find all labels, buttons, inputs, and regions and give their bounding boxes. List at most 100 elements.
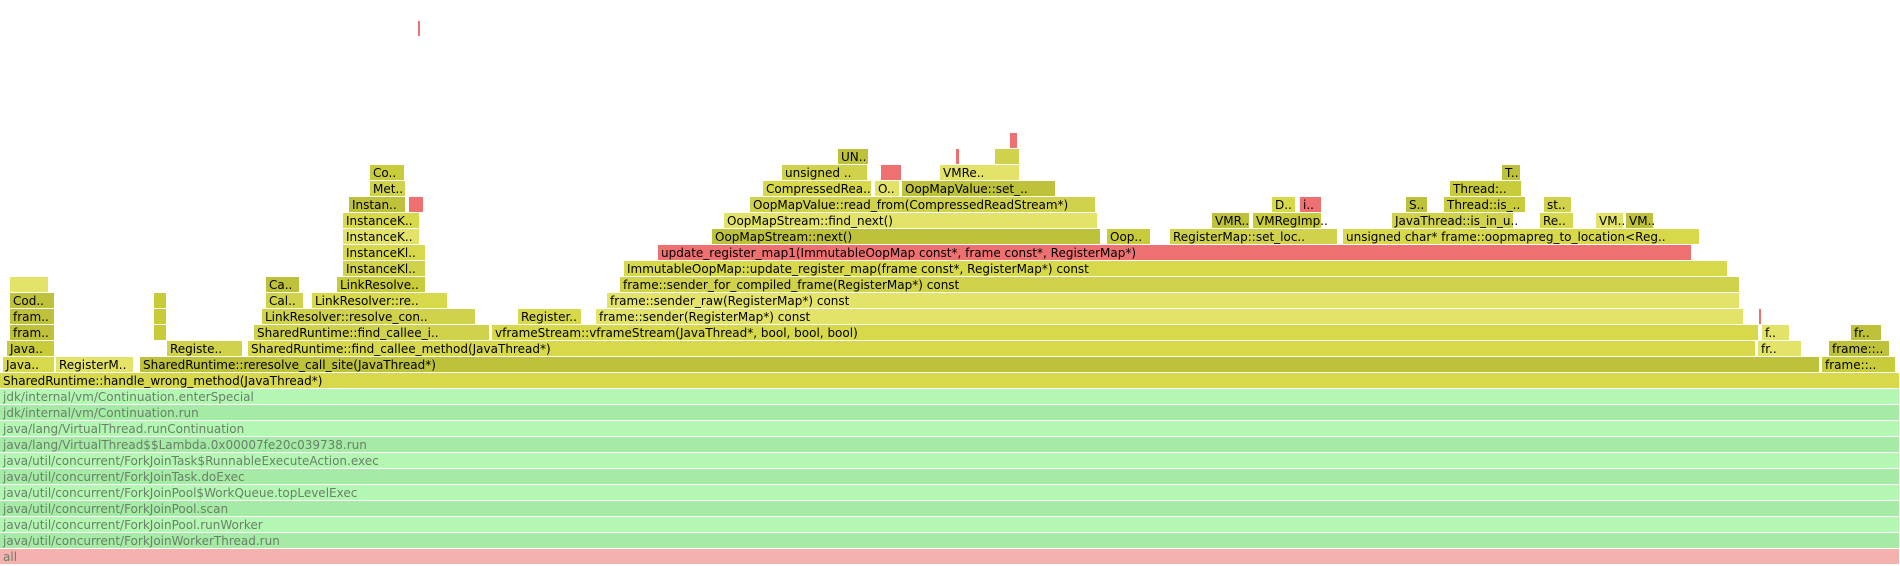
frame-bar[interactable] <box>518 309 581 324</box>
flame-frame-vmregimp[interactable]: VMRegImp.. <box>1253 213 1328 228</box>
frame-bar[interactable] <box>10 309 54 324</box>
flame-frame-java-util-concurrent-forkjointask-runnableexecut[interactable]: java/util/concurrent/ForkJoinTask$Runnab… <box>0 453 1899 468</box>
frame-bar[interactable] <box>1444 197 1525 212</box>
flame-frame-frame[interactable] <box>409 197 423 212</box>
flame-frame-d[interactable]: D.. <box>1272 197 1295 212</box>
frame-bar[interactable] <box>167 341 242 356</box>
flame-frame-java-lang-virtualthread-runcontinuation[interactable]: java/lang/VirtualThread.runContinuation <box>0 421 1899 436</box>
flame-frame-oopmapstream-next[interactable]: OopMapStream::next() <box>712 229 1100 244</box>
frame-bar[interactable] <box>349 197 405 212</box>
flame-frame-o[interactable]: O.. <box>875 181 899 196</box>
flame-frame-jdk-internal-vm-continuation-enterspecial[interactable]: jdk/internal/vm/Continuation.enterSpecia… <box>0 389 1899 404</box>
flame-frame-update-register-map1-immutableoopmap-const-frame[interactable]: update_register_map1(ImmutableOopMap con… <box>658 245 1691 260</box>
frame-bar[interactable] <box>56 357 133 372</box>
flame-frame-registe[interactable]: Registe.. <box>167 341 242 356</box>
frame-bar[interactable] <box>940 165 1019 180</box>
flame-frame-instancek[interactable]: InstanceK.. <box>343 229 419 244</box>
flame-frame-co[interactable]: Co.. <box>370 165 404 180</box>
frame-bar[interactable] <box>1759 309 1761 324</box>
flame-frame-frame[interactable] <box>1010 133 1017 148</box>
frame-bar[interactable] <box>266 293 303 308</box>
frame-bar[interactable] <box>7 341 54 356</box>
frame-bar[interactable] <box>750 197 1095 212</box>
frame-bar[interactable] <box>492 325 1758 340</box>
flame-frame-vm[interactable]: VM.. <box>1626 213 1655 228</box>
flame-frame-unsigned-char-frame-oopmapreg-to-location-reg[interactable]: unsigned char* frame::oopmapreg_to_locat… <box>1343 229 1699 244</box>
flame-frame-unsigned[interactable]: unsigned .. <box>782 165 867 180</box>
frame-bar[interactable] <box>658 245 1691 260</box>
frame-bar[interactable] <box>956 149 959 164</box>
frame-bar[interactable] <box>902 181 1055 196</box>
flame-frame-frame-sender-for-compiled-frame-registermap-cons[interactable]: frame::sender_for_compiled_frame(Registe… <box>620 277 1739 292</box>
flame-frame-instan[interactable]: Instan.. <box>349 197 405 212</box>
frame-bar[interactable] <box>1343 229 1699 244</box>
flame-frame-thread[interactable]: Thread:.. <box>1450 181 1521 196</box>
frame-bar[interactable] <box>875 181 899 196</box>
frame-bar[interactable] <box>154 325 166 340</box>
flame-frame-frame[interactable] <box>995 149 1019 164</box>
flame-frame-sharedruntime-handle-wrong-method-javathread[interactable]: SharedRuntime::handle_wrong_method(JavaT… <box>0 373 1899 388</box>
flame-frame-linkresolver-re[interactable]: LinkResolver::re.. <box>312 293 447 308</box>
frame-bar[interactable] <box>881 165 901 180</box>
flame-frame-fr[interactable]: fr.. <box>1758 341 1801 356</box>
frame-bar[interactable] <box>724 213 1097 228</box>
frame-bar[interactable] <box>312 293 447 308</box>
frame-bar[interactable] <box>418 21 420 36</box>
frame-bar[interactable] <box>154 293 166 308</box>
frame-bar[interactable] <box>0 549 1899 564</box>
flame-frame-re[interactable]: Re.. <box>1540 213 1573 228</box>
frame-bar[interactable] <box>0 485 1899 500</box>
frame-bar[interactable] <box>370 165 404 180</box>
frame-bar[interactable] <box>1829 341 1889 356</box>
frame-bar[interactable] <box>0 437 1899 452</box>
frame-bar[interactable] <box>1272 197 1295 212</box>
frame-bar[interactable] <box>254 325 489 340</box>
flame-frame-java-util-concurrent-forkjoinpool-scan[interactable]: java/util/concurrent/ForkJoinPool.scan <box>0 501 1899 516</box>
flame-frame-frame[interactable] <box>154 293 166 308</box>
flame-frame-met[interactable]: Met.. <box>370 181 405 196</box>
flame-frame-t[interactable]: T.. <box>1502 165 1520 180</box>
flame-frame-java-util-concurrent-forkjoinpool-runworker[interactable]: java/util/concurrent/ForkJoinPool.runWor… <box>0 517 1899 532</box>
frame-bar[interactable] <box>3 357 54 372</box>
frame-bar[interactable] <box>10 277 48 292</box>
flame-frame-s[interactable]: S.. <box>1406 197 1427 212</box>
flame-frame-javathread-is-in-u[interactable]: JavaThread::is_in_u.. <box>1392 213 1518 228</box>
flame-frame-oopmapstream-find-next[interactable]: OopMapStream::find_next() <box>724 213 1097 228</box>
flame-frame-instancek[interactable]: InstanceK.. <box>343 213 419 228</box>
flame-frame-fram[interactable]: fram.. <box>10 309 54 324</box>
frame-bar[interactable] <box>10 325 54 340</box>
flame-frame-thread-is[interactable]: Thread::is_.. <box>1444 197 1525 212</box>
flame-frame-frame[interactable] <box>418 21 420 36</box>
flame-frame-ca[interactable]: Ca.. <box>266 277 299 292</box>
frame-bar[interactable] <box>1822 357 1895 372</box>
frame-bar[interactable] <box>266 277 299 292</box>
flame-frame-oopmapvalue-read-from-compressedreadstream[interactable]: OopMapValue::read_from(CompressedReadStr… <box>750 197 1095 212</box>
frame-bar[interactable] <box>1010 133 1017 148</box>
frame-bar[interactable] <box>140 357 1819 372</box>
frame-bar[interactable] <box>1758 341 1801 356</box>
frame-bar[interactable] <box>1253 213 1321 228</box>
frame-bar[interactable] <box>0 533 1899 548</box>
flame-frame-java-util-concurrent-forkjointask-doexec[interactable]: java/util/concurrent/ForkJoinTask.doExec <box>0 469 1899 484</box>
flame-frame-f[interactable]: f.. <box>1762 325 1789 340</box>
flame-frame-vmre[interactable]: VMRe.. <box>940 165 1019 180</box>
frame-bar[interactable] <box>0 421 1899 436</box>
frame-bar[interactable] <box>343 261 425 276</box>
frame-bar[interactable] <box>995 149 1019 164</box>
frame-bar[interactable] <box>0 517 1899 532</box>
frame-bar[interactable] <box>409 197 423 212</box>
flame-frame-sharedruntime-find-callee-method-javathread[interactable]: SharedRuntime::find_callee_method(JavaTh… <box>248 341 1755 356</box>
flame-frame-vframestream-vframestream-javathread-bool-bool-b[interactable]: vframeStream::vframeStream(JavaThread*, … <box>492 325 1758 340</box>
frame-bar[interactable] <box>838 149 868 164</box>
flame-frame-instancekl[interactable]: InstanceKl.. <box>343 245 425 260</box>
frame-bar[interactable] <box>1392 213 1513 228</box>
frame-bar[interactable] <box>343 213 419 228</box>
flame-frame-frame-sender-registermap-const[interactable]: frame::sender(RegisterMap*) const <box>596 309 1743 324</box>
flame-frame-vm[interactable]: VM.. <box>1596 213 1625 228</box>
flame-frame-frame[interactable]: frame::.. <box>1829 341 1889 356</box>
frame-bar[interactable] <box>1540 213 1573 228</box>
flame-frame-frame[interactable] <box>1759 309 1761 324</box>
frame-bar[interactable] <box>248 341 1755 356</box>
flame-frame-sharedruntime-find-callee-i[interactable]: SharedRuntime::find_callee_i.. <box>254 325 489 340</box>
flame-frame-all[interactable]: all <box>0 549 1899 564</box>
